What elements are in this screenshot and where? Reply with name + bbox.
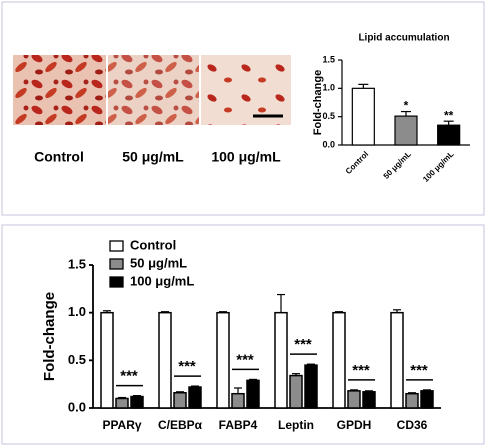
x-tick-label: GPDH [337, 418, 372, 432]
significance: * [404, 99, 409, 113]
significance: *** [352, 362, 370, 379]
bar [289, 374, 303, 409]
x-tick-label: Control [344, 150, 370, 176]
legend-label: 50 μg/mL [130, 255, 187, 270]
bar [100, 311, 114, 409]
bar [216, 311, 230, 409]
bar [362, 391, 376, 409]
significance: *** [120, 368, 138, 385]
x-tick-label: 50 μg/mL [382, 149, 413, 180]
legend-swatch [109, 240, 124, 252]
bar [231, 392, 245, 409]
bar [394, 115, 418, 146]
x-tick-label: FABP4 [219, 418, 258, 432]
y-axis-label: Fold-change [312, 70, 324, 135]
x-tick-label: PPARγ [102, 418, 141, 432]
bar [420, 390, 434, 409]
micrograph [108, 55, 199, 125]
legend-label: Control [130, 237, 176, 252]
legend-swatch [109, 258, 124, 270]
y-tick-label: 1.5 [322, 54, 335, 64]
micrographs [13, 55, 291, 125]
image-label: 50 μg/mL [122, 149, 184, 165]
x-tick-label: CD36 [397, 418, 428, 432]
bar [351, 87, 375, 146]
x-tick-label: C/EBPα [158, 418, 203, 432]
significance: *** [294, 336, 312, 353]
bar [390, 311, 404, 409]
bar [332, 311, 346, 409]
y-tick-label: 0.0 [68, 399, 86, 414]
significance: ** [444, 108, 454, 122]
significance: *** [410, 362, 428, 379]
micrograph [201, 55, 291, 125]
panel-border [1, 1, 485, 216]
legend-swatch [109, 276, 124, 288]
y-tick-label: 1.0 [322, 83, 335, 93]
y-axis-label: Fold-change [41, 292, 58, 381]
image-label: Control [34, 149, 84, 165]
y-tick-label: 1.0 [68, 304, 86, 319]
bar [158, 311, 172, 409]
bar [347, 390, 361, 409]
micrograph [13, 55, 106, 125]
x-tick-label: Leptin [278, 418, 314, 432]
bar [115, 397, 129, 409]
y-tick-label: 0.0 [322, 139, 335, 149]
bar [246, 379, 260, 409]
bar [437, 124, 461, 146]
significance: *** [236, 351, 254, 368]
bar [130, 395, 144, 409]
image-label: 100 μg/mL [211, 149, 281, 165]
significance: *** [178, 358, 196, 375]
y-tick-label: 1.5 [68, 256, 86, 271]
bar [188, 386, 202, 409]
y-tick-label: 0.5 [322, 111, 335, 121]
bar [173, 391, 187, 409]
bar [304, 364, 318, 409]
y-tick-label: 0.5 [68, 352, 86, 367]
panel-border [1, 224, 485, 445]
legend-label: 100 μg/mL [130, 273, 194, 288]
x-tick-label: 100 μg/mL [421, 149, 455, 183]
bar [274, 311, 288, 409]
bar [405, 392, 419, 409]
chart-title: Lipid accumulation [358, 33, 449, 44]
